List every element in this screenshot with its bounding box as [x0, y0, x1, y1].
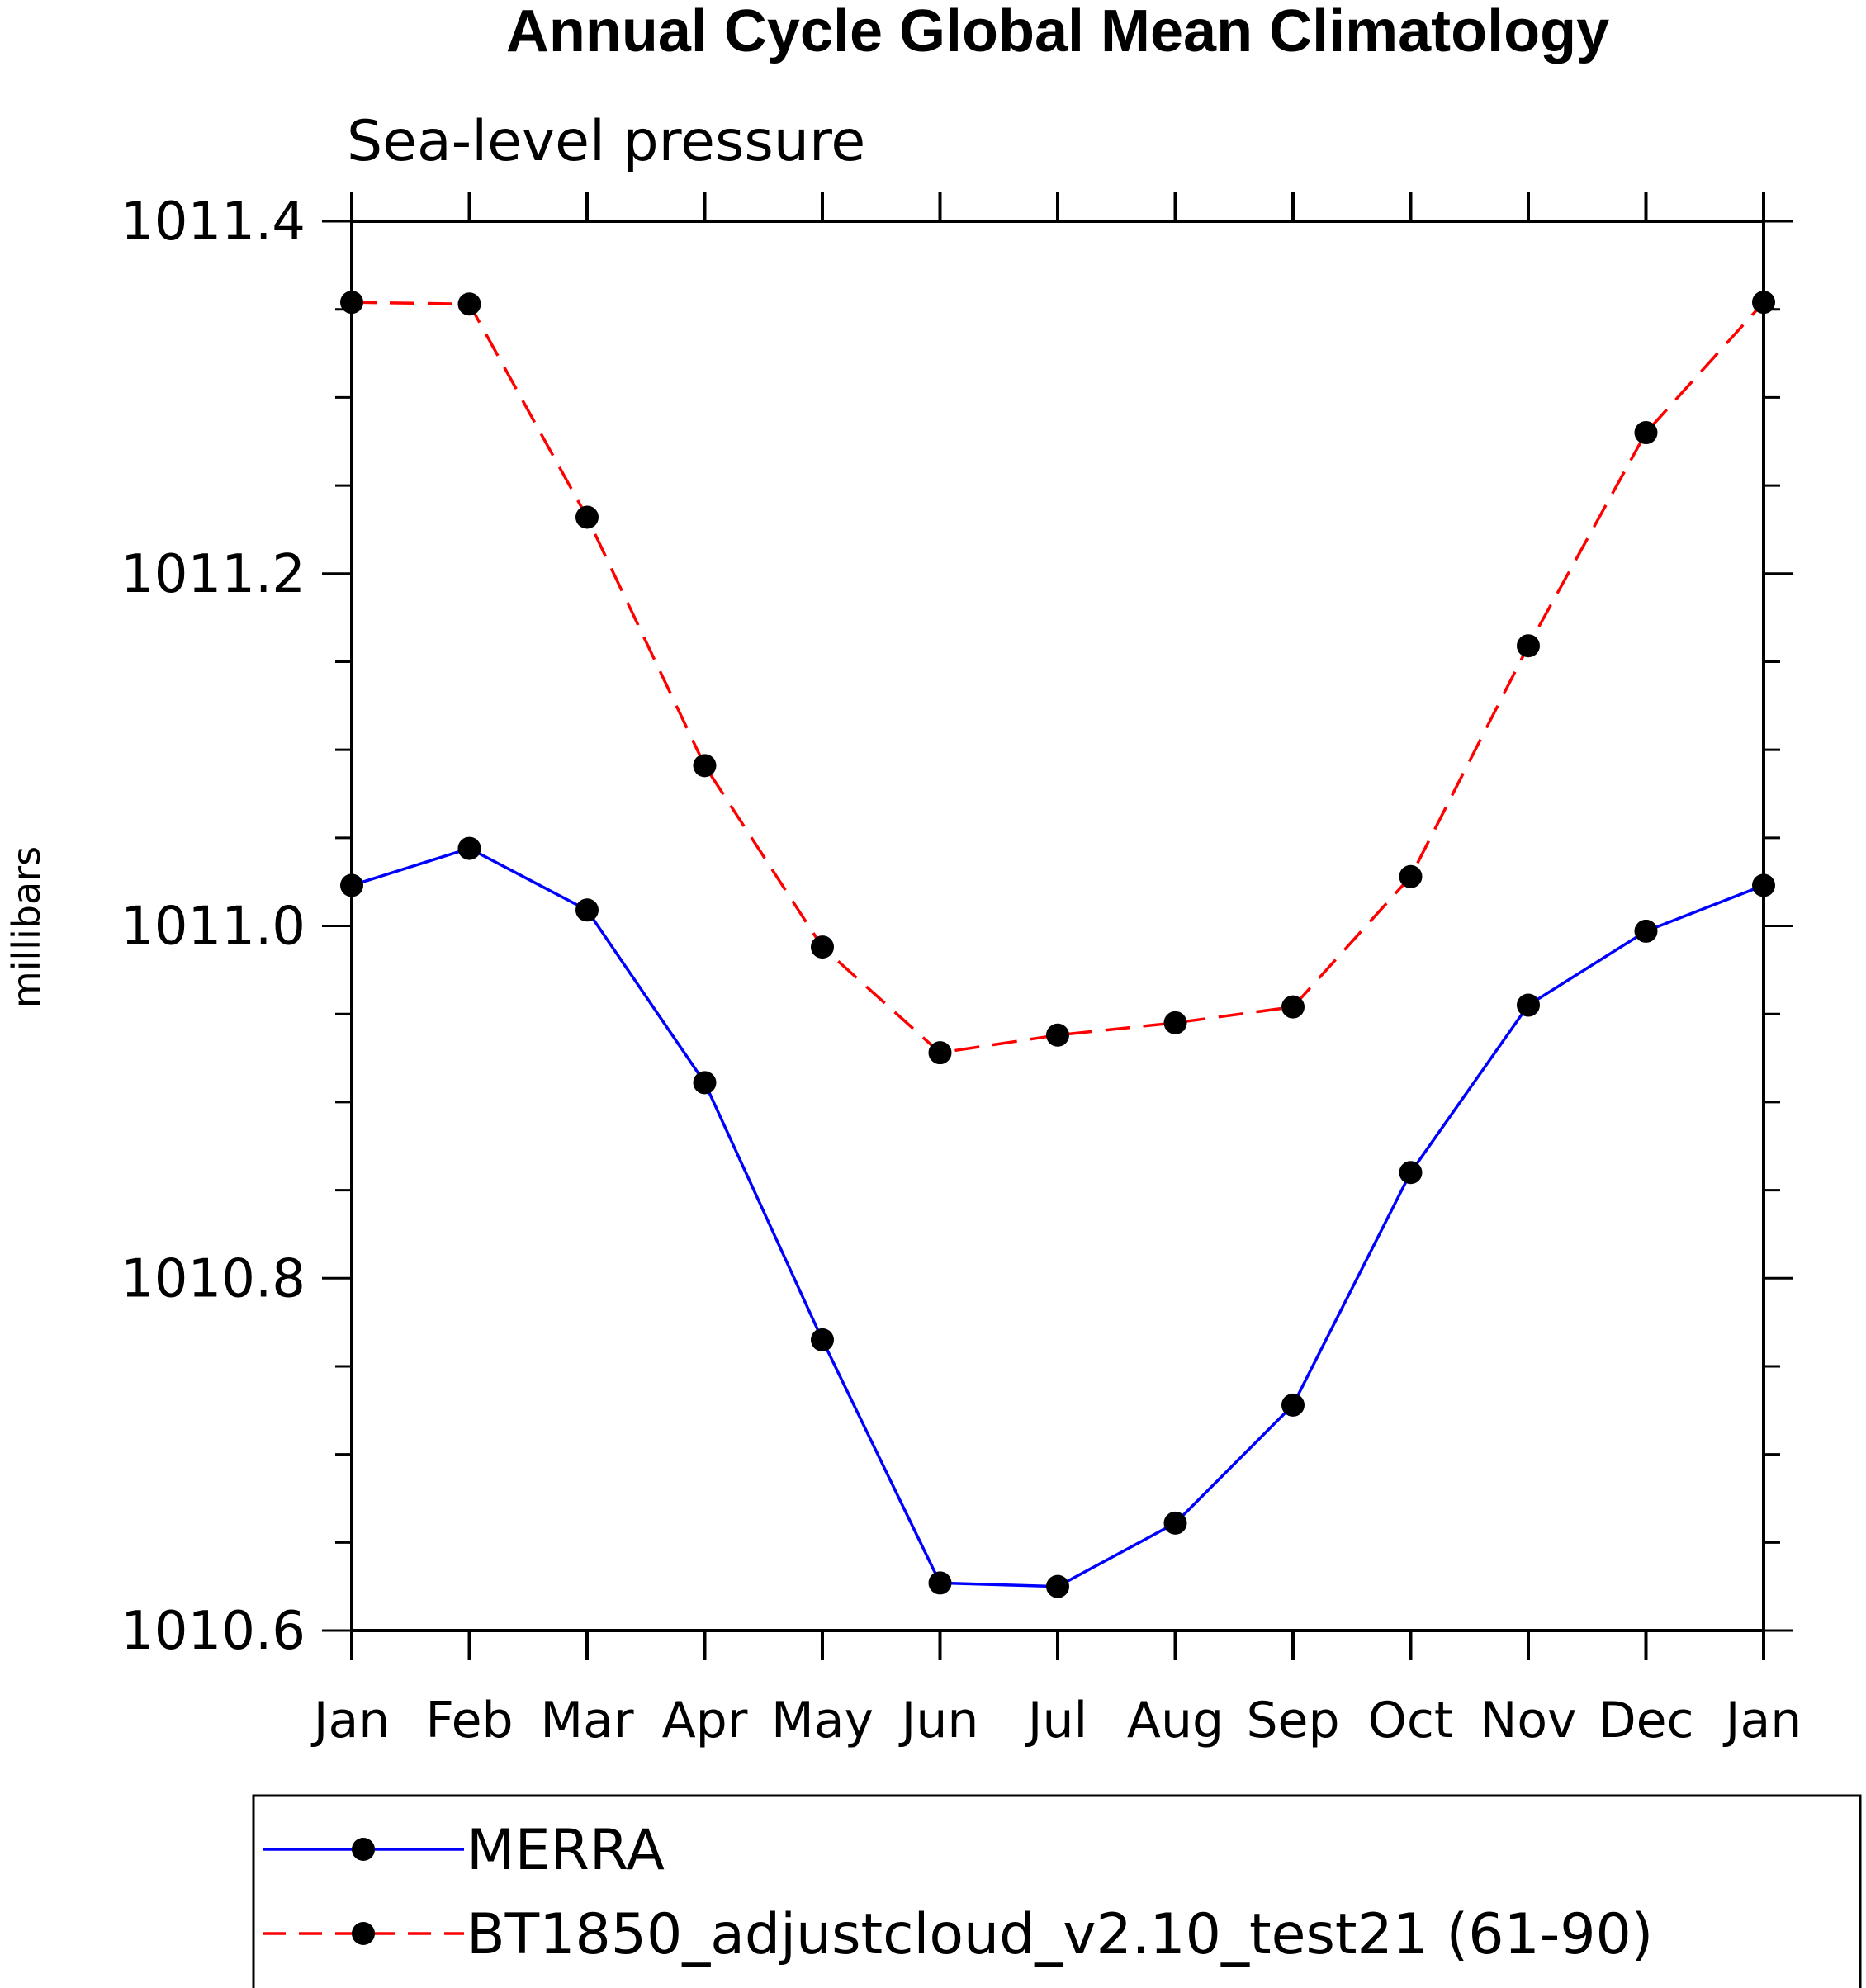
- data-point: [1752, 291, 1775, 315]
- data-point: [1046, 1574, 1069, 1598]
- x-tick-label: Jun: [898, 1692, 979, 1749]
- x-tick-label: Sep: [1246, 1692, 1339, 1749]
- y-axis-label: millibars: [4, 846, 49, 1008]
- data-point: [1281, 1393, 1305, 1417]
- data-point: [928, 1571, 952, 1595]
- chart-subtitle: Sea-level pressure: [347, 109, 865, 174]
- legend: MERRA BT1850_adjustcloud_v2.10_test21 (61…: [252, 1794, 1862, 1988]
- legend-box: [252, 1794, 1862, 1988]
- series-line-merra: [351, 846, 1764, 1588]
- y-tick-label: 1010.6: [121, 1601, 305, 1662]
- legend-marker: [352, 1922, 375, 1945]
- data-point: [1517, 634, 1540, 658]
- y-tick-label: 1011.0: [121, 897, 305, 958]
- x-tick-labels: Jan Feb Mar Apr May Jun Jul Aug Sep Oct Nov Dec Jan: [310, 1692, 1802, 1749]
- data-point: [811, 935, 834, 959]
- series-line-bt1850: [351, 301, 1765, 1054]
- series-layer: [340, 291, 1775, 1598]
- y-tick-label: 1011.4: [121, 192, 305, 253]
- data-point: [1634, 919, 1658, 943]
- x-tick-label: May: [771, 1692, 874, 1749]
- x-tick-label: Oct: [1368, 1692, 1454, 1749]
- legend-marker: [352, 1838, 375, 1861]
- data-point: [575, 505, 599, 529]
- data-point: [340, 291, 363, 315]
- data-point: [1163, 1011, 1187, 1034]
- data-point: [693, 1071, 717, 1095]
- x-tick-label: Jan: [1722, 1692, 1802, 1749]
- data-point: [1752, 873, 1775, 897]
- x-tick-label: Nov: [1480, 1692, 1576, 1749]
- data-point: [693, 754, 717, 778]
- y-tick-label: 1011.2: [121, 544, 305, 605]
- data-point: [928, 1041, 952, 1065]
- data-point: [1634, 421, 1658, 445]
- data-point: [1163, 1511, 1187, 1535]
- data-point: [457, 292, 481, 316]
- data-point: [1517, 993, 1540, 1017]
- data-point: [1399, 864, 1423, 888]
- data-point: [575, 898, 599, 922]
- data-point: [457, 836, 481, 860]
- data-point: [340, 873, 363, 897]
- x-tick-label: Jan: [310, 1692, 391, 1749]
- data-point: [811, 1328, 834, 1351]
- y-tick-labels: 1010.6 1010.8 1011.0 1011.2 1011.4: [121, 192, 305, 1662]
- x-tick-label: Aug: [1127, 1692, 1224, 1749]
- chart-title: Annual Cycle Global Mean Climatology: [506, 0, 1609, 64]
- x-tick-label: Feb: [425, 1692, 513, 1749]
- y-tick-label: 1010.8: [121, 1248, 305, 1309]
- x-tick-label: Mar: [540, 1692, 634, 1749]
- legend-label: BT1850_adjustcloud_v2.10_test21 (61-90): [466, 1902, 1653, 1967]
- x-tick-label: Jul: [1025, 1692, 1087, 1749]
- plot-frame: [350, 220, 1765, 1632]
- data-point: [1399, 1161, 1423, 1185]
- legend-items: MERRA BT1850_adjustcloud_v2.10_test21 (61…: [263, 1818, 1653, 1967]
- legend-label: MERRA: [466, 1818, 665, 1883]
- data-point: [1046, 1023, 1069, 1047]
- x-tick-label: Apr: [662, 1692, 748, 1749]
- axis-ticks: [322, 192, 1793, 1660]
- x-tick-label: Dec: [1598, 1692, 1693, 1749]
- data-point: [1281, 995, 1305, 1019]
